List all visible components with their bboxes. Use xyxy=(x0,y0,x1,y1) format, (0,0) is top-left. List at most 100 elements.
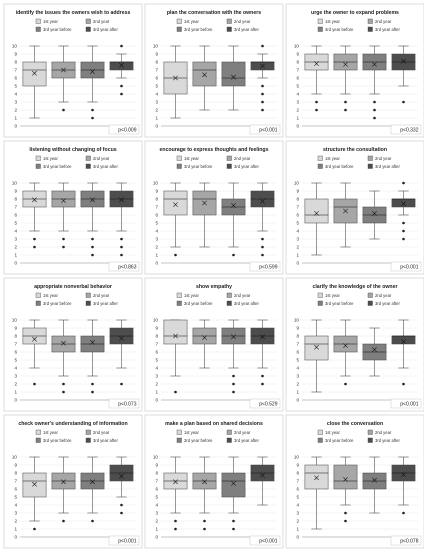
y-tick-label: 10 xyxy=(294,181,300,186)
mean-marker xyxy=(32,481,37,487)
outlier-point xyxy=(33,245,36,249)
outlier-point xyxy=(402,511,405,515)
box xyxy=(304,464,329,490)
legend-swatch xyxy=(367,26,373,32)
mean-stroke xyxy=(231,74,236,80)
y-tick-label: 2 xyxy=(296,382,299,387)
p-value-box xyxy=(390,261,422,272)
mean-marker xyxy=(202,200,207,206)
y-tick-label: 6 xyxy=(14,487,17,492)
y-tick-label: 2 xyxy=(14,245,17,250)
legend-swatch xyxy=(35,437,41,443)
outlier-point xyxy=(261,92,264,96)
mean-stroke xyxy=(119,336,124,341)
y-tick-label: 10 xyxy=(153,318,159,323)
y-tick-label: 3 xyxy=(155,237,158,242)
legend-label: 3rd year before xyxy=(43,438,72,443)
mean-stroke xyxy=(61,340,66,346)
y-tick-label: 8 xyxy=(155,60,158,65)
legend-label: 2nd year xyxy=(234,430,251,435)
y-tick-label: 5 xyxy=(296,495,299,500)
mean-marker xyxy=(32,197,37,203)
chart-title: appropriate nonverbal behavior xyxy=(34,284,112,290)
outlier-point xyxy=(91,116,94,120)
legend-label: 3rd year after xyxy=(375,438,401,443)
y-tick-label: 3 xyxy=(14,237,17,242)
p-value-box xyxy=(108,124,140,135)
legend-label: 3rd year before xyxy=(184,27,213,32)
p-value: p<0.001 xyxy=(118,538,136,544)
p-value-box xyxy=(390,535,422,546)
y-tick-label: 3 xyxy=(155,100,158,105)
legend-swatch xyxy=(176,163,182,169)
y-tick-label: 10 xyxy=(153,455,159,460)
y-tick-label: 9 xyxy=(155,189,158,194)
y-tick-label: 4 xyxy=(296,229,299,234)
mean-marker xyxy=(231,481,236,486)
legend-swatch xyxy=(226,26,232,32)
y-tick-label: 0 xyxy=(14,398,17,403)
box xyxy=(22,61,47,87)
outlier-point xyxy=(91,253,94,257)
legend-swatch xyxy=(367,292,373,298)
legend-label: 1st year xyxy=(43,293,59,298)
mean-marker xyxy=(401,472,406,477)
mean-stroke xyxy=(202,335,207,340)
legend-label: 2nd year xyxy=(375,430,392,435)
p-value: p<0.863 xyxy=(118,264,136,270)
y-tick-label: 6 xyxy=(14,350,17,355)
y-tick-label: 9 xyxy=(296,52,299,57)
mean-marker xyxy=(314,211,319,216)
mean-marker xyxy=(231,334,236,340)
legend-label: 2nd year xyxy=(234,293,251,298)
mean-stroke xyxy=(202,72,207,78)
outlier-point xyxy=(203,527,206,531)
legend-swatch xyxy=(176,18,182,24)
y-tick-label: 0 xyxy=(14,535,17,540)
y-tick-label: 9 xyxy=(296,326,299,331)
legend-swatch xyxy=(317,155,323,161)
outlier-point xyxy=(120,511,123,515)
mean-stroke xyxy=(90,479,95,485)
y-tick-label: 0 xyxy=(296,124,299,129)
outlier-point xyxy=(174,390,177,394)
legend-label: 2nd year xyxy=(375,19,392,24)
y-tick-label: 2 xyxy=(14,382,17,387)
legend-swatch xyxy=(35,300,41,306)
y-tick-label: 3 xyxy=(296,374,299,379)
legend-label: 1st year xyxy=(325,293,341,298)
box xyxy=(221,472,246,498)
outlier-point xyxy=(120,253,123,257)
mean-stroke xyxy=(202,479,207,485)
legend-label: 1st year xyxy=(325,156,341,161)
chart-panel: listening without changing of focus 1st y… xyxy=(3,140,143,275)
p-value: p<0.529 xyxy=(259,401,277,407)
mean-stroke xyxy=(401,472,406,477)
mean-marker xyxy=(119,62,124,68)
legend-label: 1st year xyxy=(184,430,200,435)
y-tick-label: 4 xyxy=(296,366,299,371)
outlier-point xyxy=(120,382,123,386)
y-tick-label: 3 xyxy=(155,511,158,516)
mean-marker xyxy=(32,336,37,342)
legend-label: 2nd year xyxy=(375,156,392,161)
y-tick-label: 0 xyxy=(155,398,158,403)
outlier-point xyxy=(174,519,177,523)
chart-title: encourage to express thoughts and feelin… xyxy=(160,147,269,153)
outlier-point xyxy=(344,519,347,523)
legend-label: 3rd year before xyxy=(325,164,354,169)
outlier-point xyxy=(120,44,123,48)
mean-stroke xyxy=(372,62,377,67)
outlier-point xyxy=(62,237,65,241)
y-tick-label: 6 xyxy=(296,76,299,81)
mean-stroke xyxy=(173,202,178,207)
y-tick-label: 10 xyxy=(12,318,18,323)
mean-marker xyxy=(119,336,124,341)
legend-swatch xyxy=(176,429,182,435)
legend-swatch xyxy=(226,429,232,435)
outlier-point xyxy=(120,92,123,96)
y-tick-label: 2 xyxy=(155,519,158,524)
legend-label: 3rd year before xyxy=(184,164,213,169)
y-tick-label: 10 xyxy=(294,318,300,323)
legend-swatch xyxy=(367,163,373,169)
